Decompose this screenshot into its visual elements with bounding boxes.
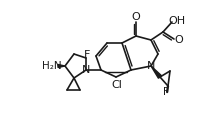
- Text: Cl: Cl: [112, 80, 122, 90]
- Text: F: F: [84, 50, 90, 60]
- Text: N: N: [147, 61, 155, 71]
- Text: OH: OH: [169, 16, 186, 26]
- Text: F: F: [163, 87, 169, 97]
- Polygon shape: [58, 64, 65, 67]
- Text: N: N: [82, 65, 90, 75]
- Text: O: O: [132, 12, 140, 22]
- Text: H₂N: H₂N: [42, 61, 62, 71]
- Text: O: O: [175, 35, 183, 45]
- Polygon shape: [151, 66, 162, 78]
